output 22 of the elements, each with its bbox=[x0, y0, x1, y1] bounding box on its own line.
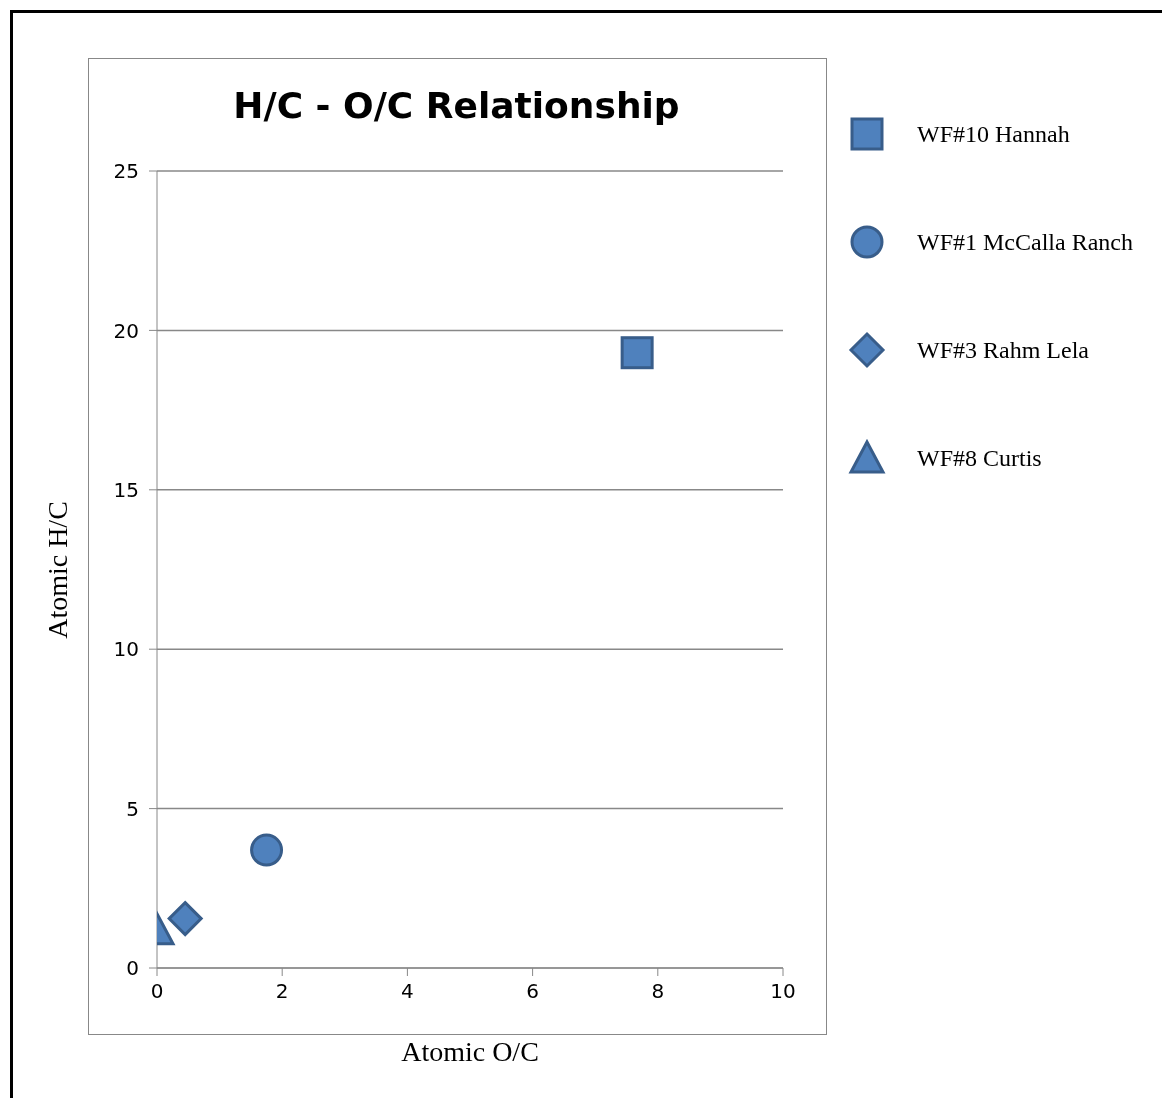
y-tick-label: 20 bbox=[113, 318, 139, 343]
y-tick-label: 10 bbox=[113, 637, 139, 662]
x-tick-label: 6 bbox=[526, 979, 539, 1004]
y-tick-label: 25 bbox=[113, 159, 139, 184]
legend-label: WF#3 Rahm Lela bbox=[917, 336, 1090, 364]
legend-label: WF#8 Curtis bbox=[917, 444, 1043, 472]
legend-label: WF#1 McCalla Ranch bbox=[917, 228, 1134, 256]
x-tick-label: 8 bbox=[651, 979, 665, 1004]
y-tick-label: 0 bbox=[126, 956, 139, 981]
point bbox=[167, 901, 203, 937]
point bbox=[620, 336, 654, 370]
x-tick-label: 4 bbox=[401, 979, 414, 1004]
y-tick-label: 5 bbox=[126, 796, 139, 821]
chart-title: H/C - O/C Relationship bbox=[232, 85, 681, 126]
legend-label: WF#10 Hannah bbox=[917, 120, 1071, 148]
x-tick-label: 10 bbox=[770, 979, 796, 1004]
y-axis-title: Atomic H/C bbox=[42, 501, 74, 639]
point bbox=[250, 833, 284, 867]
x-tick-label: 0 bbox=[150, 979, 164, 1004]
x-axis-title: Atomic O/C bbox=[400, 1036, 540, 1068]
x-tick-label: 2 bbox=[275, 979, 289, 1004]
y-tick-label: 15 bbox=[113, 477, 139, 502]
